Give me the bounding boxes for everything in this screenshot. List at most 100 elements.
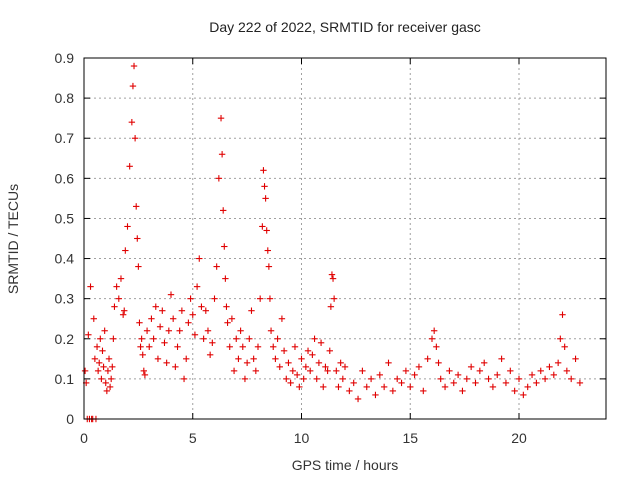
data-point [215,175,223,182]
data-point [520,391,527,399]
data-point [119,311,127,318]
data-point [172,363,179,371]
x-tick-label: 20 [511,430,527,446]
data-point [276,363,283,371]
data-point [259,223,266,230]
data-point [248,307,255,314]
data-point [110,335,117,342]
data-point [235,355,242,363]
data-point [498,355,505,363]
data-point [335,383,342,391]
data-point [446,367,453,375]
data-point [221,243,228,250]
data-point [102,379,109,387]
data-point [333,367,340,375]
data-point [97,335,104,342]
data-point [298,355,305,363]
data-point [228,315,236,322]
data-point [154,355,162,363]
data-point [180,375,188,383]
data-point [243,359,251,367]
data-point [546,363,553,371]
data-point [224,319,231,326]
data-point [218,151,226,158]
data-point [139,351,146,359]
data-point [433,343,440,350]
data-point [489,383,497,391]
data-point [441,383,449,391]
data-point [272,355,279,363]
data-point [99,347,106,355]
y-tick-label: 0.3 [55,291,75,307]
data-point [541,375,549,383]
data-point [263,227,270,234]
data-point [313,375,320,383]
data-point [256,295,264,302]
data-point [472,379,479,387]
data-point [129,82,137,90]
data-point [315,359,323,367]
data-point [476,367,484,375]
data-point [385,359,392,367]
data-point [96,359,103,367]
data-point [576,379,584,387]
data-point [467,363,475,371]
data-point [85,331,92,338]
y-axis-label: SRMTID / TECUs [5,184,21,294]
data-point [136,319,143,326]
y-tick-label: 0 [66,411,74,427]
data-point [141,371,149,379]
data-point [126,163,133,170]
data-point [376,371,383,379]
data-point [128,118,136,126]
data-point [296,383,303,391]
x-tick-label: 10 [294,430,310,446]
data-point [260,167,267,174]
data-point [507,367,514,375]
data-point [252,367,260,375]
data-point [104,367,112,375]
data-point [420,387,427,395]
data-point [87,283,94,290]
data-point [217,114,225,122]
data-point [328,271,336,278]
data-point [138,335,145,342]
data-point [563,367,571,375]
data-point [266,295,274,302]
data-point [261,183,268,190]
data-point [143,327,151,334]
data-point [302,363,310,371]
data-point [152,303,159,310]
data-point [148,315,155,322]
data-point [200,335,207,342]
data-point [113,283,120,290]
data-point [220,207,227,214]
data-point [561,343,568,350]
data-point [183,355,190,363]
data-point [204,327,212,334]
data-point [326,347,333,355]
data-point [185,319,192,326]
data-point [198,303,205,310]
data-point [254,343,262,350]
data-point [107,375,115,383]
data-point [515,375,523,383]
data-point [450,379,457,387]
data-point [367,375,375,383]
data-point [300,375,307,383]
data-point [324,367,331,375]
data-point [163,359,170,367]
data-point [211,295,218,302]
data-point [354,395,362,403]
data-point [165,327,173,334]
data-point [430,327,438,334]
data-point [176,327,183,334]
data-point [121,307,128,314]
data-point [262,195,269,202]
data-point [111,303,118,310]
data-point [135,263,142,270]
data-point [213,263,220,270]
data-point [100,363,107,371]
y-tick-label: 0.6 [55,170,75,186]
data-point [267,327,275,334]
